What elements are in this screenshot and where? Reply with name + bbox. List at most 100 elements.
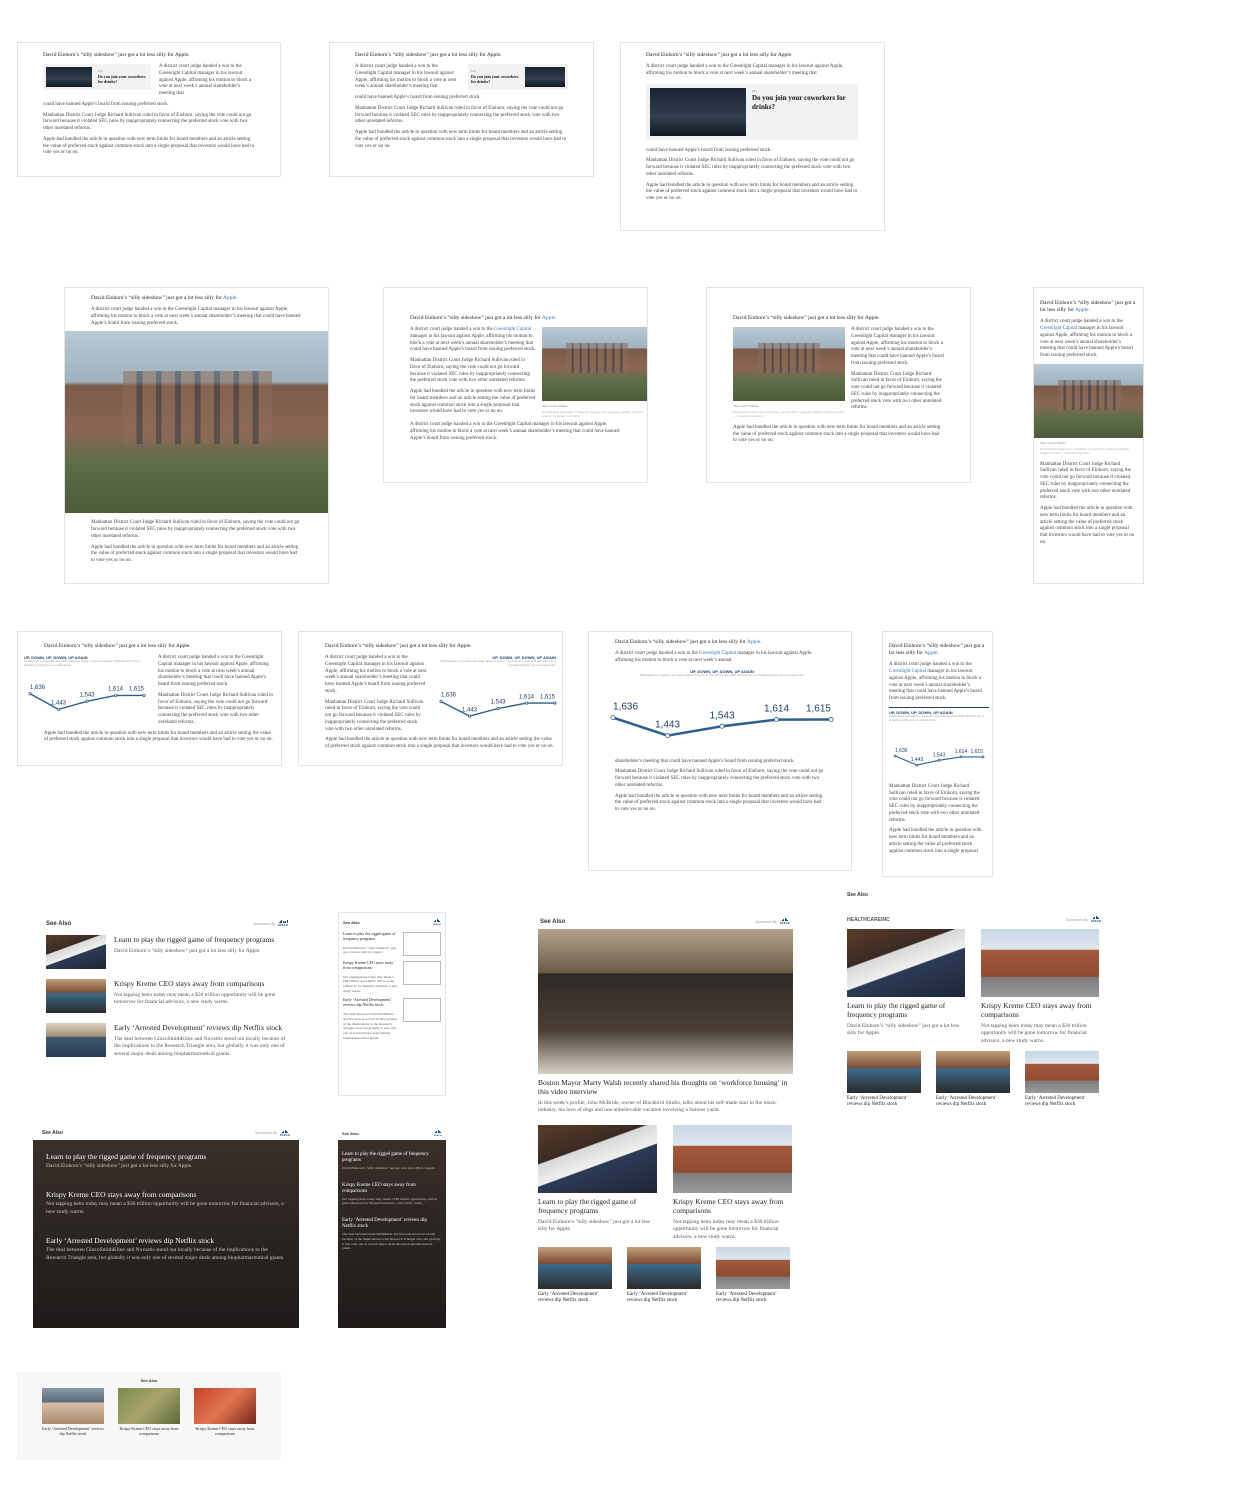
see-also-item[interactable]: Early ‘Arrested Development’ reviews dip… <box>716 1247 790 1308</box>
item-title[interactable]: Krispy Kreme CEO stays away from compari… <box>343 960 394 970</box>
poll-ad[interactable]: Poll Do you join your coworkers for drink… <box>43 64 151 91</box>
apple-link[interactable]: Apple. <box>222 295 238 301</box>
data-point <box>959 755 963 759</box>
item-thumbnail <box>403 998 441 1023</box>
see-also-item[interactable]: Early ‘Arrested Development’ reviews dip… <box>847 1051 921 1112</box>
see-also-item[interactable]: Early ‘Arrested Development’ reviews dip… <box>1025 1051 1099 1112</box>
item-title[interactable]: Early ‘Arrested Development’ reviews dip… <box>343 997 392 1008</box>
see-also-item[interactable]: Learn to play the rigged game of frequen… <box>342 1152 442 1171</box>
item-title[interactable]: Krispy Kreme CEO stays away from compari… <box>673 1196 784 1215</box>
item-title[interactable]: Learn to play the rigged game of frequen… <box>46 1152 207 1161</box>
see-also-item[interactable]: Early ‘Arrested Development’ reviews dip… <box>936 1051 1010 1112</box>
item-title[interactable]: Early ‘Arrested Development’ reviews dip… <box>42 1426 104 1436</box>
cisco-logo[interactable]: cisco <box>433 1129 442 1137</box>
see-also-item[interactable]: Krispy Kreme CEO stays away from compari… <box>118 1388 180 1441</box>
see-also-item[interactable]: Learn to play the rigged game of frequen… <box>343 931 441 956</box>
item-title[interactable]: Learn to play the rigged game of frequen… <box>847 1001 946 1019</box>
article-paragraph-3: Apple had bundled the article in questio… <box>615 793 823 813</box>
healthcare-brand[interactable]: HEALTHCAREINC <box>847 916 890 923</box>
article-paragraph-3: Apple had bundled the article in questio… <box>91 544 299 564</box>
apple-link[interactable]: Apple. <box>1075 307 1090 314</box>
item-thumbnail <box>847 1051 921 1094</box>
cisco-logo[interactable]: cisco <box>1091 916 1101 923</box>
apple-link[interactable]: Apple. <box>541 315 557 321</box>
see-also-item[interactable]: Learn to play the rigged game of frequen… <box>538 1124 657 1241</box>
see-also-item[interactable]: Krispy Kreme CEO stays away from compari… <box>46 1190 286 1216</box>
see-also-item[interactable]: Krispy Kreme CEO stays away from compari… <box>342 1183 442 1206</box>
apple-link[interactable]: Apple. <box>746 639 762 645</box>
cisco-logo[interactable]: cisco <box>280 1129 290 1137</box>
greenlight-link[interactable]: Greenlight Capital <box>494 327 532 333</box>
photo-description: Professionally landscaped. Completely en… <box>1040 446 1130 455</box>
featured-title[interactable]: Boston Mayor Marty Walsh recently shared… <box>538 1078 788 1096</box>
see-also-item[interactable]: Early ‘Arrested Development’ reviews dip… <box>342 1218 442 1251</box>
item-title[interactable]: Early ‘Arrested Development’ reviews dip… <box>627 1292 688 1304</box>
apple-link[interactable]: Apple. <box>924 650 939 657</box>
cisco-logo[interactable]: cisco <box>278 920 288 927</box>
data-point <box>893 754 897 758</box>
data-point <box>981 755 985 759</box>
see-also-item[interactable]: Krispy Kreme CEO stays away from compari… <box>673 1124 792 1241</box>
greenlight-text: Greenlight Capital <box>494 422 532 428</box>
data-point <box>828 716 834 722</box>
see-also-title: See Also <box>847 892 868 898</box>
see-also-item[interactable]: Early ‘Arrested Development’ reviews dip… <box>627 1247 701 1308</box>
see-also-item[interactable]: Early ‘Arrested Development’ reviews dip… <box>538 1247 612 1308</box>
item-title[interactable]: Krispy Kreme CEO stays away from compari… <box>981 1001 1092 1019</box>
item-title[interactable]: Krispy Kreme CEO stays away from compari… <box>46 1190 197 1200</box>
see-also-item[interactable]: Early ‘Arrested Development’ reviews dip… <box>42 1388 104 1441</box>
item-title[interactable]: Learn to play the rigged game of frequen… <box>342 1152 429 1163</box>
item-title[interactable]: Early ‘Arrested Development’ reviews dip… <box>46 1236 215 1246</box>
see-also-item[interactable]: Early ‘Arrested Development’ reviews dip… <box>46 1236 286 1262</box>
see-also-item[interactable]: Krispy Kreme CEO stays away from compari… <box>46 979 288 1013</box>
data-point <box>439 700 443 704</box>
item-title[interactable]: Krispy Kreme CEO stays away from compari… <box>114 979 265 988</box>
article-paragraph-2: Manhattan District Court Judge Richard S… <box>889 783 980 823</box>
data-label: 1,614 <box>108 687 124 693</box>
sponsor: Sponsored By cisco <box>255 1129 290 1137</box>
chart-title: UP, DOWN, UP, DOWN, UP AGAIN <box>690 668 754 674</box>
see-also-item[interactable]: Krispy Kreme CEO stays away from compari… <box>981 929 1099 1045</box>
item-title[interactable]: Krispy Kreme CEO stays away from compari… <box>119 1426 179 1436</box>
chart-subtitle: Employment at Cupertino area firms dippe… <box>24 659 140 668</box>
item-title[interactable]: Early ‘Arrested Development’ reviews dip… <box>936 1096 997 1108</box>
item-title[interactable]: Learn to play the rigged game of frequen… <box>538 1196 637 1215</box>
article-card-chart-right: David Einhorn’s “silly sideshow” just go… <box>298 631 563 766</box>
item-desc: The deal between GlaxoSmithKline and Nov… <box>46 1247 285 1261</box>
article-paragraph-1: A district court judge handed a win to t… <box>851 327 944 366</box>
see-also-item[interactable]: Krispy Kreme CEO stays away from compari… <box>194 1388 256 1441</box>
item-title[interactable]: Early ‘Arrested Development’ reviews dip… <box>1025 1096 1086 1108</box>
see-also-item[interactable]: Learn to play the rigged game of frequen… <box>46 1152 286 1170</box>
poll-question: Do you join your coworkers for drinks? <box>752 93 846 111</box>
poll-ad-large[interactable]: Poll Do you join your coworkers for drink… <box>646 83 858 140</box>
see-also-item[interactable]: Early ‘Arrested Development’ reviews dip… <box>343 998 441 1040</box>
greenlight-link[interactable]: Greenlight Capital <box>1040 326 1078 332</box>
cisco-logo[interactable]: cisco <box>433 919 441 926</box>
see-also-item[interactable]: Learn to play the rigged game of frequen… <box>46 935 288 969</box>
item-desc: David Einhorn’s “silly sideshow” just go… <box>46 1163 193 1169</box>
item-title[interactable]: Krispy Kreme CEO stays away from compari… <box>195 1426 255 1436</box>
item-title[interactable]: Early ‘Arrested Development’ reviews dip… <box>716 1292 777 1304</box>
item-title[interactable]: Early ‘Arrested Development’ reviews dip… <box>538 1292 599 1304</box>
item-title[interactable]: Early ‘Arrested Development’ reviews dip… <box>847 1096 908 1108</box>
see-also-item[interactable]: Krispy Kreme CEO stays away from compari… <box>343 960 441 993</box>
item-desc: The deal between GlaxoSmithKline and Nov… <box>114 1036 286 1057</box>
greenlight-link[interactable]: Greenlight Capital <box>889 669 927 675</box>
featured-photo[interactable] <box>538 929 793 1074</box>
item-title[interactable]: Learn to play the rigged game of frequen… <box>114 935 275 944</box>
cisco-text: cisco <box>1091 919 1101 923</box>
item-title[interactable]: Early ‘Arrested Development’ reviews dip… <box>114 1023 283 1032</box>
see-also-item[interactable]: Learn to play the rigged game of frequen… <box>847 929 965 1045</box>
item-title[interactable]: Krispy Kreme CEO stays away from compari… <box>342 1182 416 1194</box>
article-card-photo-right: David Einhorn’s “silly sideshow” just go… <box>383 287 648 483</box>
poll-tag: Poll <box>752 88 757 93</box>
item-title[interactable]: Early ‘Arrested Development’ reviews dip… <box>342 1218 427 1230</box>
poll-ad[interactable]: Poll Do you join your coworkers for drink… <box>468 64 568 91</box>
cisco-text: cisco <box>433 1132 442 1137</box>
see-also-item[interactable]: Early ‘Arrested Development’ reviews dip… <box>46 1023 288 1058</box>
cisco-logo[interactable]: cisco <box>780 918 790 925</box>
article-paragraph-2: Manhattan District Court Judge Richard S… <box>355 105 564 125</box>
see-also-strip: See Also Early ‘Arrested Development’ re… <box>17 1372 281 1460</box>
greenlight-link[interactable]: Greenlight Capital <box>699 651 737 657</box>
item-title[interactable]: Learn to play the rigged game of frequen… <box>343 931 396 941</box>
